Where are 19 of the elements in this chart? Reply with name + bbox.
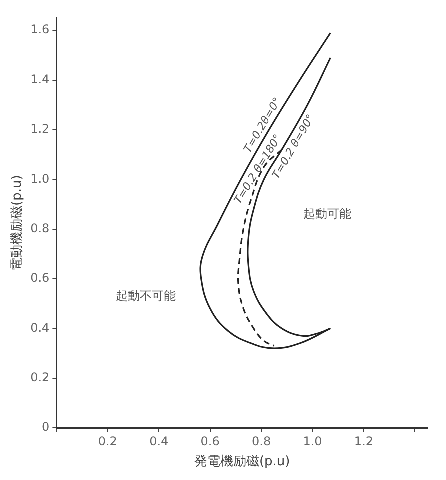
y-tick-label: 0.6 xyxy=(30,271,50,286)
x-tick-label: 0.4 xyxy=(150,434,169,448)
x-tick-label: 1.2 xyxy=(354,434,374,448)
y-tick-label: 1.0 xyxy=(30,172,50,186)
y-tick-label: 1.4 xyxy=(30,72,50,86)
x-tick-label: 0.2 xyxy=(98,434,118,448)
y-axis-title: 電動機励磁(p.u) xyxy=(10,175,26,271)
y-tick-label: 1.6 xyxy=(30,22,50,37)
annotation: 起動不可能 xyxy=(116,288,176,303)
y-tick-label: 0.4 xyxy=(30,320,50,335)
x-tick-label: 0.6 xyxy=(200,434,220,448)
x-tick-label: 1.0 xyxy=(303,434,322,448)
y-tick-label: 0 xyxy=(42,420,50,434)
x-axis-title: 発電機励磁(p.u) xyxy=(194,454,290,470)
y-tick-label: 1.2 xyxy=(30,122,50,136)
x-tick-label: 0.8 xyxy=(252,434,272,448)
y-tick-label: 0.2 xyxy=(30,370,50,384)
annotation: 起動可能 xyxy=(304,207,352,222)
y-tick-label: 0.8 xyxy=(30,221,50,236)
